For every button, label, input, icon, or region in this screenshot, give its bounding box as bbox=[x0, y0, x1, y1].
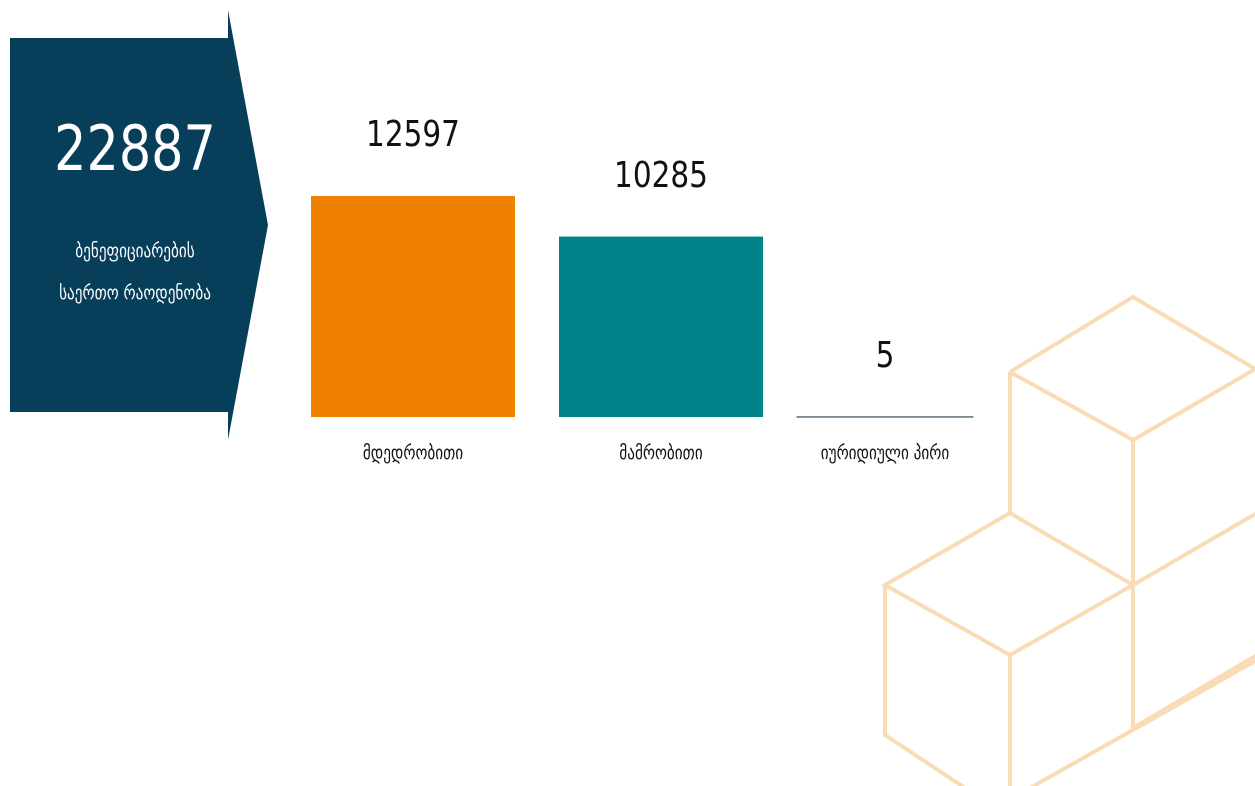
value-label: 5 bbox=[875, 334, 895, 376]
arrow-tip bbox=[228, 10, 268, 440]
cubes-decoration bbox=[880, 294, 1255, 786]
total-value: 22887 bbox=[54, 112, 216, 185]
value-label: 10285 bbox=[614, 154, 708, 196]
bar bbox=[311, 196, 515, 417]
total-panel bbox=[10, 38, 232, 412]
value-label: 12597 bbox=[366, 114, 460, 155]
category-label: მდედრობითი bbox=[362, 442, 464, 464]
category-label: მამრობითი bbox=[619, 442, 703, 464]
bar bbox=[559, 236, 763, 417]
total-label: ბენეფიციარების საერთო რაოდენობა bbox=[59, 240, 211, 304]
category-label: იურიდიული პირი bbox=[820, 442, 950, 464]
